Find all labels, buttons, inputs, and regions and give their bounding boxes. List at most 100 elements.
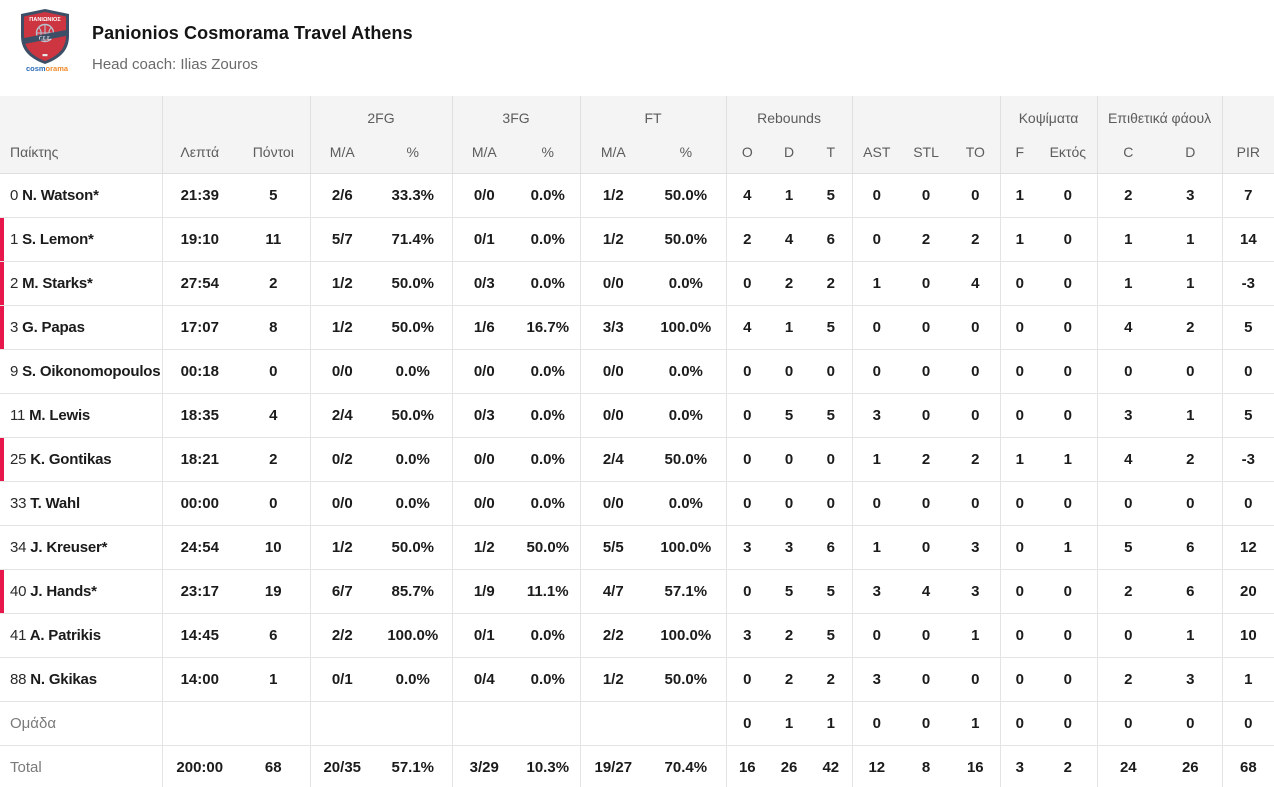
table-row: 34 J. Kreuser* 24:54 10 1/2 50.0% 1/2 50.0% 5/5… bbox=[0, 525, 1274, 570]
stat-cell: 0 bbox=[999, 349, 1040, 394]
stat-cell: 0/0 bbox=[579, 481, 647, 526]
table-header: Παίκτης Λεπτά Πόντοι 2FG 3FG FT Rebounds… bbox=[0, 96, 1274, 174]
stat-cell: 68 bbox=[1221, 745, 1274, 787]
stat-cell: 0 bbox=[725, 657, 769, 702]
stat-cell: 0 bbox=[725, 261, 769, 306]
stat-cell: 0.0% bbox=[516, 173, 581, 218]
col-header-reb-offensive: O bbox=[725, 129, 769, 174]
stat-cell: 5 bbox=[810, 569, 853, 614]
stat-cell: 20 bbox=[1221, 569, 1274, 614]
stat-cell: 1 bbox=[768, 305, 811, 350]
col-header-fouls-drawn: D bbox=[1159, 129, 1223, 174]
col-header-ft-ma: M/A bbox=[579, 129, 647, 174]
stat-cell: 3 bbox=[951, 525, 1001, 570]
stat-cell: 1 bbox=[999, 173, 1040, 218]
box-score-table: Παίκτης Λεπτά Πόντοι 2FG 3FG FT Rebounds… bbox=[0, 96, 1274, 787]
player-name: N. Gkikas bbox=[26, 670, 97, 688]
stat-cell: 2 bbox=[768, 261, 811, 306]
stat-cell: 0 bbox=[1096, 701, 1160, 746]
stat-cell: 0 bbox=[999, 261, 1040, 306]
stat-cell: 0/4 bbox=[451, 657, 517, 702]
stat-cell: 0 bbox=[999, 657, 1040, 702]
stat-cell: 0 bbox=[1221, 481, 1274, 526]
player-cell: 33 T. Wahl bbox=[0, 481, 162, 526]
col-header-2fg-ma: M/A bbox=[309, 129, 374, 174]
stat-cell: 0 bbox=[1221, 701, 1274, 746]
col-header-assists: AST bbox=[851, 96, 902, 174]
stat-cell: 0 bbox=[901, 525, 952, 570]
stat-cell: 1 bbox=[951, 701, 1001, 746]
table-row: 1 S. Lemon* 19:10 11 5/7 71.4% 0/1 0.0% 1/2 50.0… bbox=[0, 217, 1274, 262]
player-number: 2 bbox=[10, 274, 19, 292]
stat-cell: 0 bbox=[851, 305, 902, 350]
col-header-fouls-committed: C bbox=[1096, 129, 1160, 174]
stat-cell: 0 bbox=[1039, 349, 1098, 394]
page-header: ΠΑΝΙΩΝΙΟΣ Γ.Σ.Σ. cosmorama Panionios Cos… bbox=[0, 0, 1274, 96]
player-number: 40 bbox=[10, 582, 27, 600]
stats-table-body: 0 N. Watson* 21:39 5 2/6 33.3% 0/0 0.0% 1/2 50.0… bbox=[0, 173, 1274, 787]
stat-cell: 0/3 bbox=[451, 393, 517, 438]
player-number: 1 bbox=[10, 230, 19, 248]
stat-cell: 0/0 bbox=[579, 349, 647, 394]
stat-cell: 0 bbox=[725, 349, 769, 394]
stat-cell: 3 bbox=[999, 745, 1040, 787]
stat-cell: 0 bbox=[1221, 349, 1274, 394]
stat-cell: 19/27 bbox=[579, 745, 647, 787]
stat-cell: 0.0% bbox=[516, 217, 581, 262]
stat-cell: 12 bbox=[1221, 525, 1274, 570]
stat-cell: 0/0 bbox=[309, 349, 374, 394]
stat-cell: 0 bbox=[901, 305, 952, 350]
stat-cell: 5 bbox=[237, 173, 310, 218]
stat-cell: 57.1% bbox=[646, 569, 727, 614]
stat-cell: 4 bbox=[951, 261, 1001, 306]
stat-cell: 2/2 bbox=[579, 613, 647, 658]
stat-cell: 0 bbox=[768, 437, 811, 482]
stat-cell: 0 bbox=[901, 657, 952, 702]
stat-cell: 0/0 bbox=[451, 349, 517, 394]
stat-cell: 12 bbox=[851, 745, 902, 787]
col-header-3fg-ma: M/A bbox=[451, 129, 517, 174]
stat-cell: 1 bbox=[1159, 261, 1223, 306]
stat-cell bbox=[374, 701, 453, 746]
stat-cell: 3/29 bbox=[451, 745, 517, 787]
stat-cell: 0.0% bbox=[516, 657, 581, 702]
stat-cell: 0 bbox=[1159, 701, 1223, 746]
stat-cell: 1 bbox=[1096, 217, 1160, 262]
stat-cell: 0.0% bbox=[516, 261, 581, 306]
stat-cell: 0 bbox=[951, 173, 1001, 218]
stat-cell: 2 bbox=[1159, 437, 1223, 482]
stat-cell: 5 bbox=[1221, 393, 1274, 438]
stat-cell: 0 bbox=[851, 349, 902, 394]
stat-cell: 0 bbox=[725, 701, 769, 746]
stat-cell: 1 bbox=[810, 701, 853, 746]
player-name: K. Gontikas bbox=[26, 450, 112, 468]
stat-cell: 5 bbox=[768, 569, 811, 614]
stat-cell: 0 bbox=[851, 481, 902, 526]
table-row: Total 200:00 68 20/35 57.1% 3/29 10.3% 19/27 70.… bbox=[0, 745, 1274, 787]
player-name: M. Lewis bbox=[25, 406, 91, 424]
stat-cell: 4 bbox=[901, 569, 952, 614]
col-header-3fg-pct: % bbox=[516, 129, 581, 174]
stat-cell: 50.0% bbox=[646, 657, 727, 702]
stat-cell: 0.0% bbox=[374, 657, 453, 702]
stat-cell: 1 bbox=[999, 217, 1040, 262]
stat-cell bbox=[579, 701, 647, 746]
stat-cell: 0/0 bbox=[451, 437, 517, 482]
stat-cell: 4 bbox=[725, 173, 769, 218]
group-header-row: Παίκτης Λεπτά Πόντοι 2FG 3FG FT Rebounds… bbox=[0, 96, 1274, 174]
stat-cell: 0 bbox=[999, 305, 1040, 350]
stat-cell: 10 bbox=[237, 525, 310, 570]
player-number: 3 bbox=[10, 318, 19, 336]
stat-cell: 0/2 bbox=[309, 437, 374, 482]
stat-cell: 2 bbox=[1096, 657, 1160, 702]
stat-cell: 1/2 bbox=[451, 525, 517, 570]
stat-cell: 0.0% bbox=[646, 481, 727, 526]
player-name: S. Oikonomopoulos bbox=[18, 362, 161, 380]
player-cell: 9 S. Oikonomopoulos bbox=[0, 349, 162, 394]
stat-cell: 0 bbox=[725, 437, 769, 482]
stat-cell: 1 bbox=[999, 437, 1040, 482]
stat-cell: 2/4 bbox=[579, 437, 647, 482]
stat-cell: 0 bbox=[1039, 569, 1098, 614]
stat-cell: 1 bbox=[768, 173, 811, 218]
stat-cell: 4/7 bbox=[579, 569, 647, 614]
